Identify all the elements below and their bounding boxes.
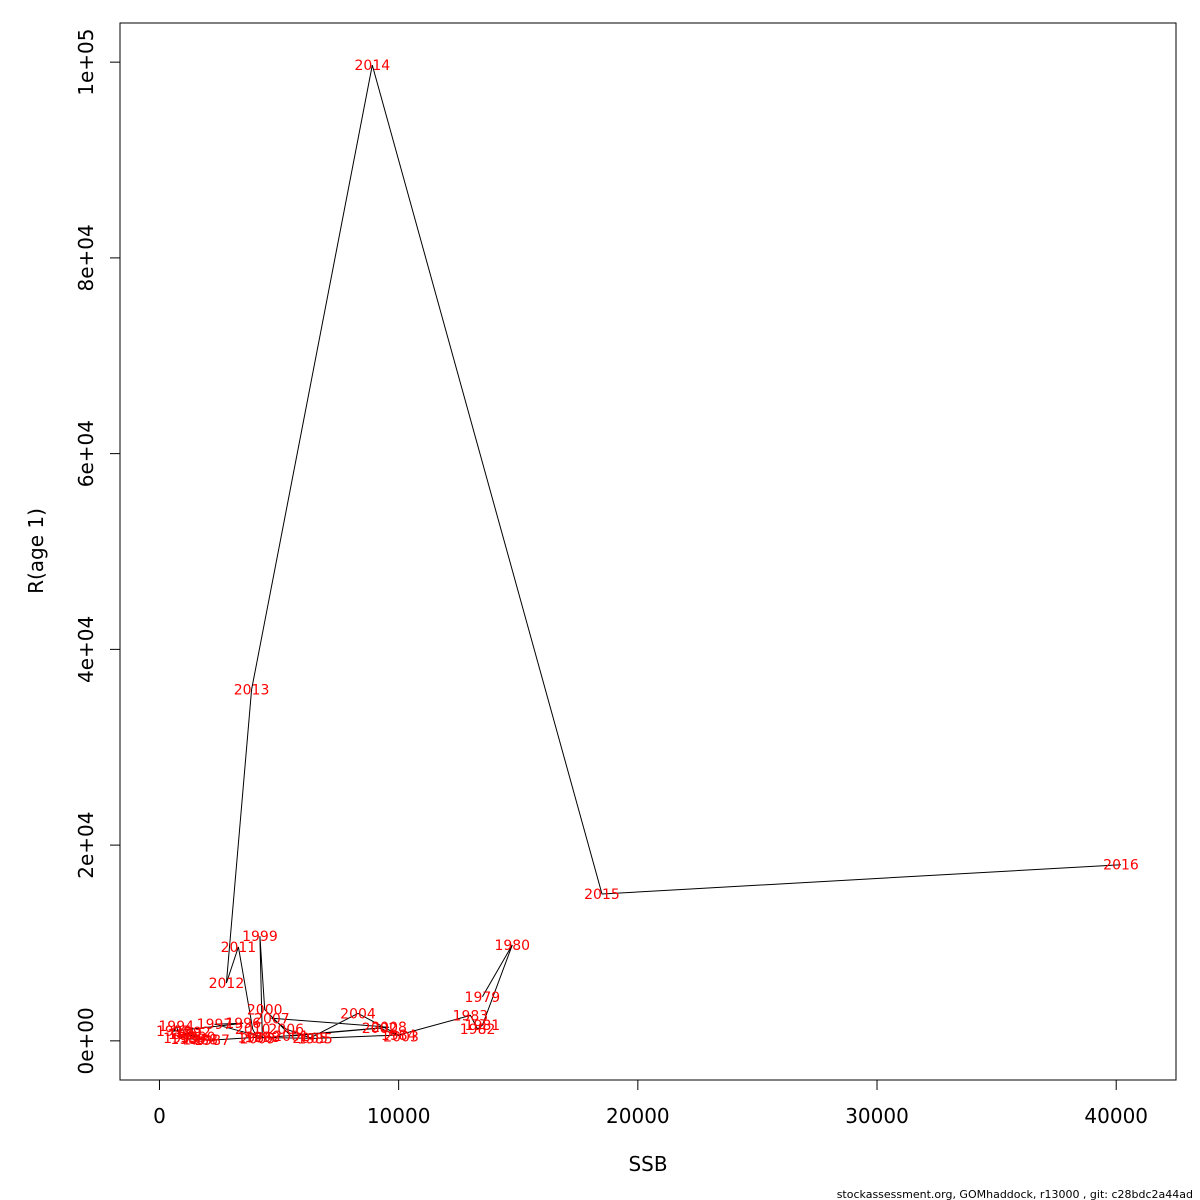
point-label-2000: 2000 (247, 1003, 283, 1019)
point-label-1988: 1988 (182, 1032, 218, 1048)
x-tick-label: 10000 (367, 1104, 431, 1128)
point-label-1983: 1983 (453, 1008, 489, 1024)
point-label-2016: 2016 (1103, 858, 1139, 874)
point-label-1991: 1991 (168, 1027, 204, 1043)
point-label-1987: 1987 (194, 1033, 230, 1049)
x-axis-title: SSB (628, 1152, 667, 1176)
point-label-2002: 2002 (362, 1021, 398, 1037)
point-label-1981: 1981 (465, 1018, 501, 1034)
point-label-2003: 2003 (383, 1029, 419, 1045)
point-label-1998: 1998 (244, 1030, 280, 1046)
point-label-1999: 1999 (242, 929, 278, 945)
point-label-1990: 1990 (180, 1030, 216, 1046)
point-label-2001: 2001 (273, 1029, 309, 1045)
point-label-1995: 1995 (156, 1024, 192, 1040)
point-label-1980: 1980 (494, 938, 530, 954)
point-label-1989: 1989 (170, 1032, 206, 1048)
y-axis: 0e+00 2e+04 4e+04 6e+04 8e+04 1e+05 (74, 29, 121, 1074)
point-label-2008: 2008 (371, 1020, 407, 1036)
point-label-2009: 2009 (240, 1031, 276, 1047)
y-tick-label: 4e+04 (74, 616, 98, 683)
y-tick-label: 2e+04 (74, 811, 98, 878)
point-label-2013: 2013 (234, 682, 270, 698)
point-label-2015: 2015 (584, 887, 620, 903)
point-label-2005: 2005 (292, 1031, 328, 1047)
point-label-1984: 1984 (381, 1028, 417, 1044)
point-label-1992: 1992 (175, 1025, 211, 1041)
point-label-2010: 2010 (235, 1022, 271, 1038)
point-label-1996: 1996 (225, 1016, 261, 1032)
y-tick-label: 1e+05 (74, 29, 98, 96)
point-label-1993: 1993 (163, 1031, 199, 1047)
point-label-1994: 1994 (158, 1019, 194, 1035)
point-label-1985: 1985 (297, 1031, 333, 1047)
y-tick-label: 8e+04 (74, 224, 98, 291)
point-label-2012: 2012 (209, 976, 245, 992)
footer-text: stockassessment.org, GOMhaddock, r13000 … (837, 1188, 1193, 1200)
point-label-1986: 1986 (237, 1030, 273, 1046)
series-line (172, 64, 1122, 1041)
y-tick-label: 6e+04 (74, 420, 98, 487)
x-tick-label: 0 (153, 1104, 166, 1128)
point-label-2006: 2006 (268, 1022, 304, 1038)
point-label-2007: 2007 (254, 1011, 290, 1027)
x-tick-label: 40000 (1084, 1104, 1148, 1128)
y-axis-title: R(age 1) (24, 508, 48, 594)
point-label-2011: 2011 (221, 940, 257, 956)
point-label-1997: 1997 (197, 1017, 233, 1033)
point-label-2004: 2004 (340, 1006, 376, 1022)
x-tick-label: 20000 (606, 1104, 670, 1128)
point-label-2014: 2014 (355, 58, 391, 74)
point-label-1979: 1979 (465, 990, 501, 1006)
x-tick-label: 30000 (845, 1104, 909, 1128)
point-label-1982: 1982 (460, 1022, 496, 1038)
y-tick-label: 0e+00 (74, 1007, 98, 1074)
x-axis: 0 10000 20000 30000 40000 (153, 1079, 1148, 1128)
